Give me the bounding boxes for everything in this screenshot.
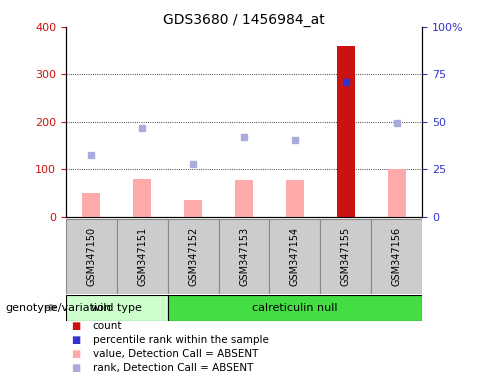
Bar xyxy=(371,219,422,294)
Text: wild type: wild type xyxy=(91,303,142,313)
Text: rank, Detection Call = ABSENT: rank, Detection Call = ABSENT xyxy=(93,363,253,373)
Text: ■: ■ xyxy=(71,349,80,359)
Bar xyxy=(286,180,304,217)
Bar xyxy=(117,219,168,294)
Text: GSM347156: GSM347156 xyxy=(392,227,402,286)
Bar xyxy=(320,219,371,294)
Bar xyxy=(184,200,202,217)
Bar xyxy=(168,295,422,321)
Text: ■: ■ xyxy=(71,335,80,345)
Bar xyxy=(269,219,320,294)
Text: count: count xyxy=(93,321,122,331)
Bar xyxy=(133,179,151,217)
Text: GDS3680 / 1456984_at: GDS3680 / 1456984_at xyxy=(163,13,325,27)
Bar xyxy=(388,169,406,217)
Text: GSM347153: GSM347153 xyxy=(239,227,249,286)
Text: GSM347155: GSM347155 xyxy=(341,227,351,286)
Text: GSM347152: GSM347152 xyxy=(188,227,198,286)
Text: GSM347150: GSM347150 xyxy=(86,227,96,286)
Text: ■: ■ xyxy=(71,321,80,331)
Text: value, Detection Call = ABSENT: value, Detection Call = ABSENT xyxy=(93,349,258,359)
Bar xyxy=(337,46,355,217)
Text: ■: ■ xyxy=(71,363,80,373)
Text: GSM347154: GSM347154 xyxy=(290,227,300,286)
Bar xyxy=(168,219,219,294)
Text: percentile rank within the sample: percentile rank within the sample xyxy=(93,335,268,345)
Text: genotype/variation: genotype/variation xyxy=(5,303,111,313)
Bar xyxy=(219,219,269,294)
Bar xyxy=(82,193,100,217)
Bar xyxy=(235,180,253,217)
Bar xyxy=(66,295,168,321)
Text: GSM347151: GSM347151 xyxy=(137,227,147,286)
Bar xyxy=(66,219,117,294)
Text: calreticulin null: calreticulin null xyxy=(252,303,338,313)
